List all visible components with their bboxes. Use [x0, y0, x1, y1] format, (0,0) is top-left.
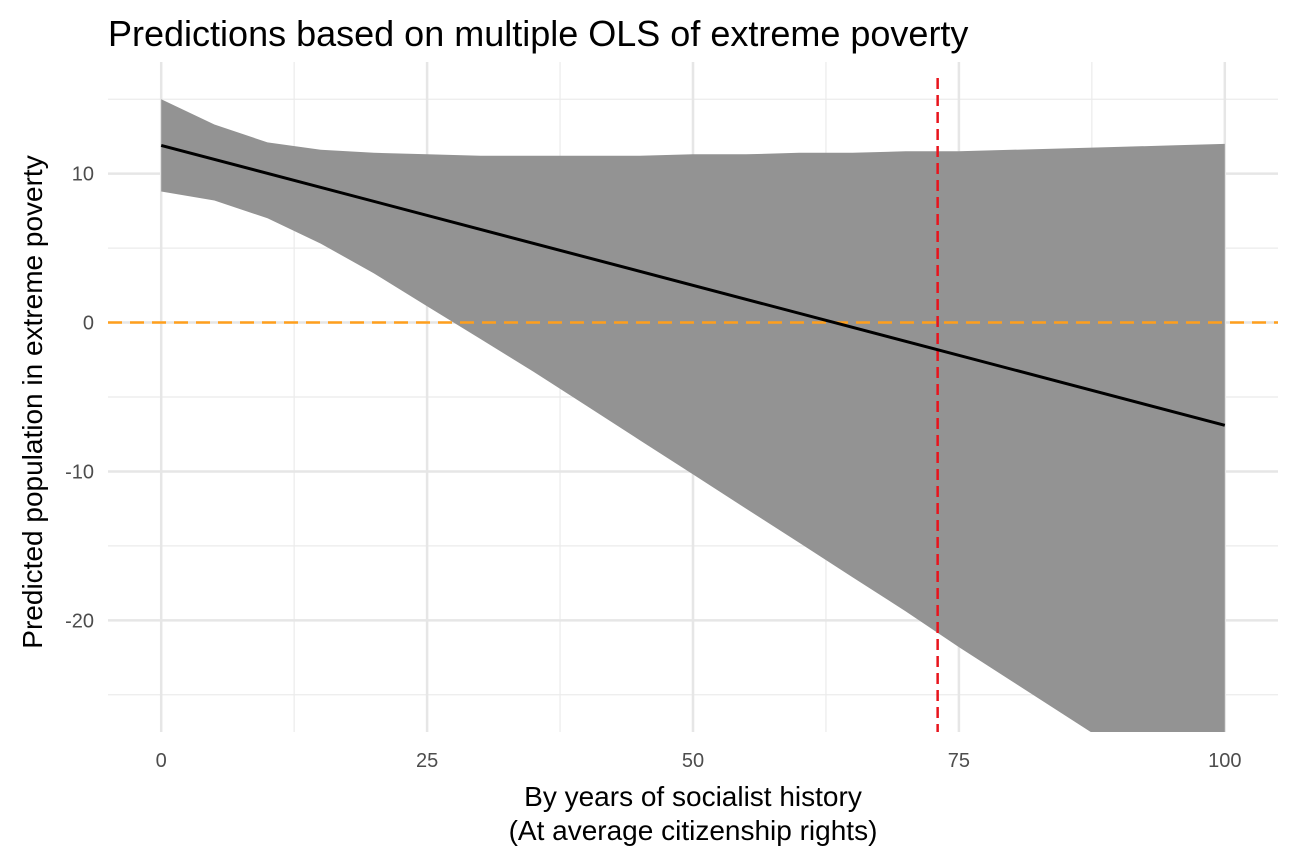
x-tick-label: 50: [682, 750, 704, 772]
y-tick-label: 0: [83, 313, 94, 335]
x-tick-label: 100: [1208, 750, 1241, 772]
prediction-line: [160, 143, 1226, 427]
y-tick-labels: -20 -10 0 10: [65, 164, 94, 633]
chart-title: Predictions based on multiple OLS of ext…: [108, 13, 968, 54]
x-tick-label: 75: [948, 750, 970, 772]
x-tick-label: 25: [416, 750, 438, 772]
y-tick-label: -10: [65, 461, 94, 483]
x-axis-label-line2: (At average citizenship rights): [509, 815, 878, 846]
confidence-band: [161, 99, 1225, 732]
y-axis-label: Predicted population in extreme poverty: [17, 155, 48, 648]
x-tick-labels: 0 25 50 75 100: [156, 750, 1242, 772]
y-tick-label: -20: [65, 610, 94, 632]
x-tick-label: 0: [156, 750, 167, 772]
reference-line-layer: [108, 78, 1278, 732]
x-axis-label-line1: By years of socialist history: [524, 781, 862, 812]
confidence-band-layer: [161, 99, 1225, 732]
y-tick-label: 10: [72, 164, 94, 186]
series-layer: [160, 143, 1226, 427]
